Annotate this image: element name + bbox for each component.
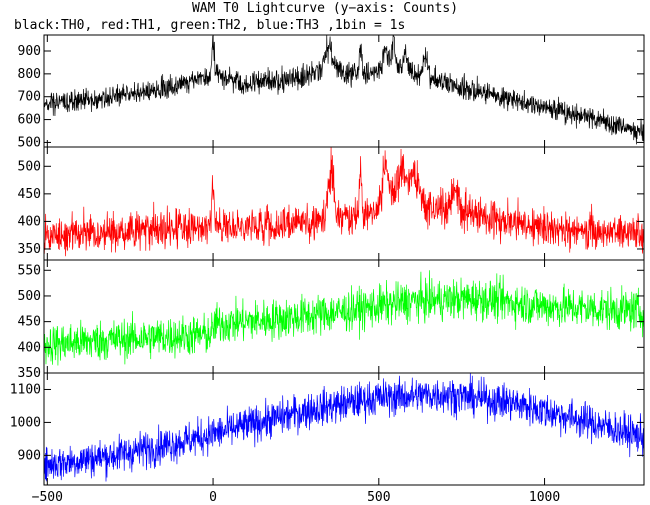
- series-line-th1: [43, 146, 645, 257]
- chart-subtitle: black:TH0, red:TH1, green:TH2, blue:TH3 …: [14, 18, 406, 33]
- chart-title: WAM T0 Lightcurve (y−axis: Counts): [191, 1, 459, 16]
- y-tick-label: 350: [18, 366, 41, 381]
- y-tick-label: 500: [18, 289, 41, 304]
- y-tick-label: 450: [18, 187, 41, 202]
- y-tick-label: 700: [18, 90, 41, 105]
- y-tick-label: 1100: [10, 382, 41, 397]
- y-tick-label: 500: [18, 135, 41, 150]
- y-tick-label: 350: [18, 242, 41, 257]
- series-line-th2: [43, 270, 645, 366]
- y-tick-label: 900: [18, 448, 41, 463]
- y-tick-label: 450: [18, 315, 41, 330]
- panel-frame-th3: [43, 372, 645, 486]
- y-tick-label: 400: [18, 214, 41, 229]
- series-line-th0: [43, 34, 645, 145]
- x-tick-label: 500: [367, 490, 390, 505]
- y-tick-label: 600: [18, 113, 41, 128]
- x-tick-label: 1000: [529, 490, 560, 505]
- x-tick-label: 0: [209, 490, 217, 505]
- series-line-th3: [43, 372, 645, 482]
- y-tick-label: 900: [18, 44, 41, 59]
- y-tick-label: 500: [18, 159, 41, 174]
- x-tick-label: −500: [32, 490, 63, 505]
- y-tick-label: 400: [18, 340, 41, 355]
- y-tick-label: 550: [18, 263, 41, 278]
- y-tick-label: 1000: [10, 415, 41, 430]
- y-tick-label: 800: [18, 67, 41, 82]
